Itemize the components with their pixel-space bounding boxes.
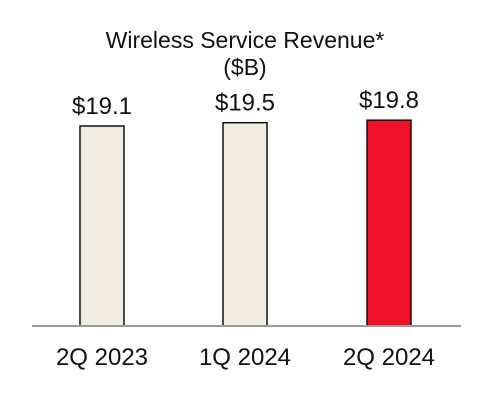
x-tick-label-3: 2Q 2024 (343, 344, 435, 371)
bar-3 (366, 119, 412, 327)
value-labels-group: $19.1 $19.5 $19.8 (72, 87, 419, 120)
x-tick-label-2: 1Q 2024 (199, 344, 291, 371)
value-label-1: $19.1 (72, 93, 132, 120)
x-tick-labels-group: 2Q 2023 1Q 2024 2Q 2024 (56, 344, 435, 371)
bar-2 (222, 121, 268, 327)
x-tick-label-1: 2Q 2023 (56, 344, 148, 371)
value-label-2: $19.5 (215, 90, 275, 117)
chart-title: Wireless Service Revenue* (106, 27, 385, 53)
bar-1 (79, 125, 125, 327)
value-label-3: $19.8 (359, 87, 419, 114)
chart-subtitle: ($B) (223, 54, 266, 80)
bars-group (79, 119, 412, 327)
